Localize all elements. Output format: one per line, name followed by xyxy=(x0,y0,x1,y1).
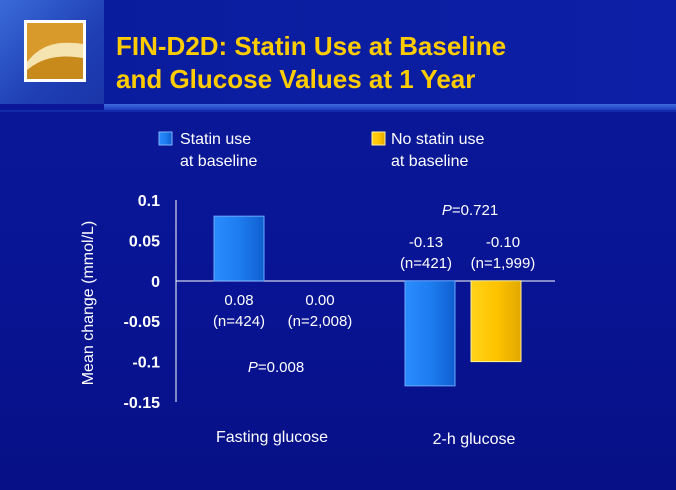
title-line-2: and Glucose Values at 1 Year xyxy=(116,64,476,94)
legend-label-nostatin-line1: No statin use xyxy=(391,131,484,148)
y-tick-label: -0.1 xyxy=(132,355,160,372)
value-label-2h-statin: -0.13 xyxy=(409,234,443,251)
x-category-label-fasting: Fasting glucose xyxy=(216,429,328,446)
x-category-label-2h: 2-h glucose xyxy=(433,431,516,448)
page-title: FIN-D2D: Statin Use at Baseline and Gluc… xyxy=(116,30,656,96)
legend-label-nostatin-line2: at baseline xyxy=(391,153,468,170)
p-value-2h-value: =0.721 xyxy=(452,202,498,219)
legend-label-statin-line1: Statin use xyxy=(180,131,251,148)
value-label-fasting-nostatin: 0.00 xyxy=(305,292,334,309)
title-line-1: FIN-D2D: Statin Use at Baseline xyxy=(116,31,507,61)
y-tick-label: 0.1 xyxy=(138,193,160,210)
y-tick-label: -0.15 xyxy=(124,395,161,412)
p-value-fasting: P=0.008 xyxy=(248,359,304,376)
value-label-2h-nostatin: -0.10 xyxy=(486,234,520,251)
y-ticks: 0.1 0.05 0 -0.05 -0.1 -0.15 xyxy=(124,193,161,412)
header-band xyxy=(0,0,676,104)
y-tick-label: 0.05 xyxy=(129,233,160,250)
bar-statin-fasting xyxy=(213,215,265,282)
n-label-2h-nostatin: (n=1,999) xyxy=(471,255,536,272)
p-value-fasting-prefix: P xyxy=(248,359,258,376)
legend-label-statin-line2: at baseline xyxy=(180,153,257,170)
logo-icon xyxy=(24,20,86,82)
y-tick-label: -0.05 xyxy=(124,314,161,331)
legend-swatch-statin xyxy=(158,131,173,146)
legend-swatch-no-statin xyxy=(371,131,386,146)
n-label-fasting-statin: (n=424) xyxy=(213,313,265,330)
y-tick-label: 0 xyxy=(151,274,160,291)
bars xyxy=(213,215,522,387)
logo xyxy=(0,0,104,104)
bar-no-statin-2h xyxy=(470,280,522,363)
p-value-fasting-value: =0.008 xyxy=(258,359,304,376)
p-value-2h-prefix: P xyxy=(442,202,452,219)
n-label-2h-statin: (n=421) xyxy=(400,255,452,272)
bar-statin-2h xyxy=(404,280,456,387)
value-label-fasting-statin: 0.08 xyxy=(224,292,253,309)
p-value-2h: P=0.721 xyxy=(442,202,498,219)
legend: Statin use at baseline No statin use at … xyxy=(158,131,484,170)
n-label-fasting-nostatin: (n=2,008) xyxy=(288,313,353,330)
y-axis-label: Mean change (mmol/L) xyxy=(80,221,97,386)
title-rule-shadow xyxy=(0,110,676,112)
title-rule xyxy=(104,104,676,110)
